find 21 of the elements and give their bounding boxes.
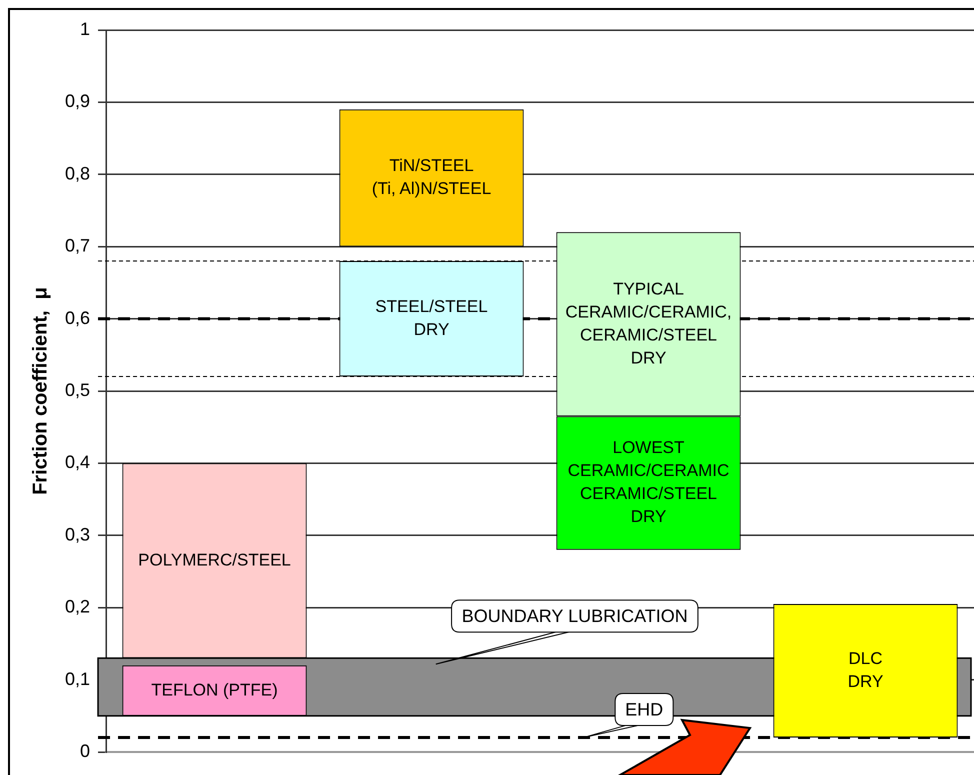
data-label: DLC DRY	[848, 648, 884, 691]
y-tick-label: 0,7	[64, 236, 90, 256]
y-tick-label: 0	[80, 740, 90, 761]
data-label: TiN/STEEL (Ti, Al)N/STEEL	[372, 156, 492, 198]
y-tick-label: 1	[80, 18, 90, 39]
y-tick-label: 0,6	[64, 308, 90, 328]
y-tick-label: 0,3	[64, 524, 90, 544]
y-tick-label: 0,9	[64, 91, 90, 112]
data-label: TYPICAL CERAMIC/CERAMIC, CERAMIC/STEEL DRY	[565, 279, 732, 368]
y-axis-title: Friction coefficient, μ	[30, 287, 52, 495]
y-tick-label: 0,5	[64, 380, 90, 400]
data-label: LOWEST CERAMIC/CERAMIC CERAMIC/STEEL DRY	[568, 438, 730, 526]
y-tick-label: 0,2	[64, 596, 90, 617]
y-tick-label: 0,8	[64, 163, 90, 184]
ref-line-label: EHD	[625, 700, 664, 720]
y-tick-label: 0,4	[64, 452, 90, 472]
y-tick-label: 0,1	[64, 668, 90, 689]
data-label: STEEL/STEEL DRY	[375, 296, 488, 339]
band-label: BOUNDARY LUBRICATION	[462, 606, 688, 626]
data-label: TEFLON (PTFE)	[151, 680, 278, 700]
data-label: POLYMERC/STEEL	[138, 550, 291, 570]
